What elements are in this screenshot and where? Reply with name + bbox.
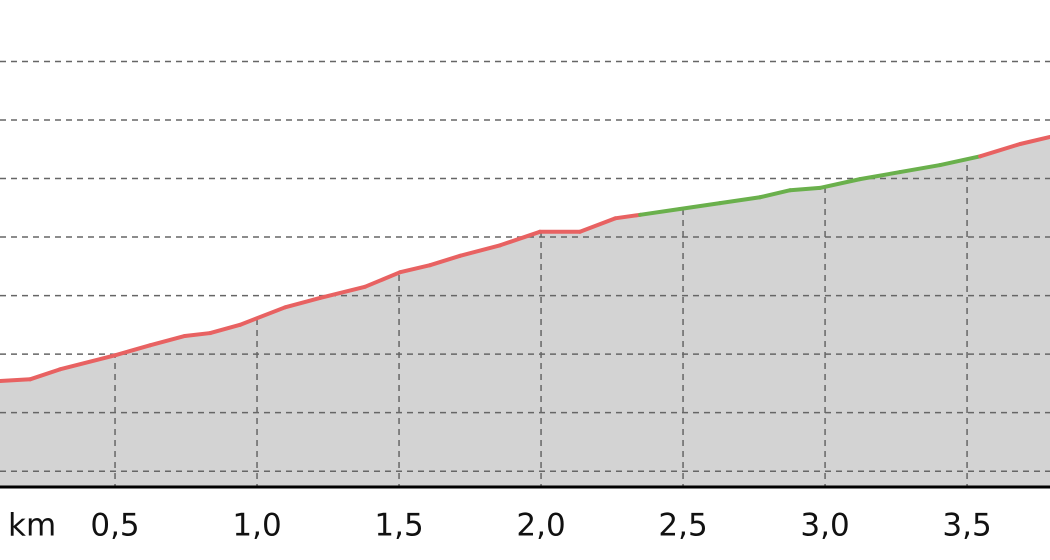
profile-segment bbox=[898, 163, 943, 175]
profile-segment bbox=[613, 212, 643, 221]
profile-segment bbox=[427, 253, 463, 268]
profile-segment bbox=[717, 195, 763, 206]
profile-segment bbox=[362, 270, 403, 289]
x-tick-label: 2,0 bbox=[516, 508, 565, 544]
x-tick-label: 3,0 bbox=[800, 508, 849, 544]
profile-segment bbox=[113, 343, 152, 358]
profile-segment bbox=[208, 322, 242, 336]
profile-segment bbox=[0, 377, 33, 384]
profile-segment bbox=[318, 284, 367, 300]
profile-segment bbox=[147, 333, 187, 348]
x-tick-label: 1,0 bbox=[232, 508, 281, 544]
profile-segment bbox=[638, 206, 682, 217]
x-tick-label: 3,5 bbox=[942, 508, 991, 544]
profile-segment bbox=[28, 367, 62, 382]
profile-segment bbox=[237, 305, 288, 327]
profile-segment bbox=[1018, 134, 1050, 146]
profile-segment bbox=[577, 216, 618, 234]
profile-segment bbox=[857, 170, 903, 182]
profile-segment bbox=[788, 185, 822, 193]
profile-segment bbox=[817, 177, 862, 190]
elevation-area bbox=[0, 136, 1050, 487]
profile-segment bbox=[182, 331, 213, 338]
profile-segment bbox=[398, 263, 432, 275]
x-tick-label: 0,5 bbox=[90, 508, 139, 544]
profile-segment bbox=[458, 243, 503, 258]
profile-segment bbox=[677, 201, 722, 211]
x-axis-label: km bbox=[8, 508, 56, 544]
profile-segment bbox=[57, 353, 118, 372]
x-tick-label: 1,5 bbox=[374, 508, 423, 544]
profile-segment bbox=[978, 141, 1023, 159]
x-tick-label: 2,5 bbox=[658, 508, 707, 544]
profile-segment bbox=[498, 229, 542, 248]
profile-segment bbox=[758, 188, 793, 200]
profile-segment bbox=[283, 295, 323, 310]
profile-segment bbox=[938, 154, 983, 168]
